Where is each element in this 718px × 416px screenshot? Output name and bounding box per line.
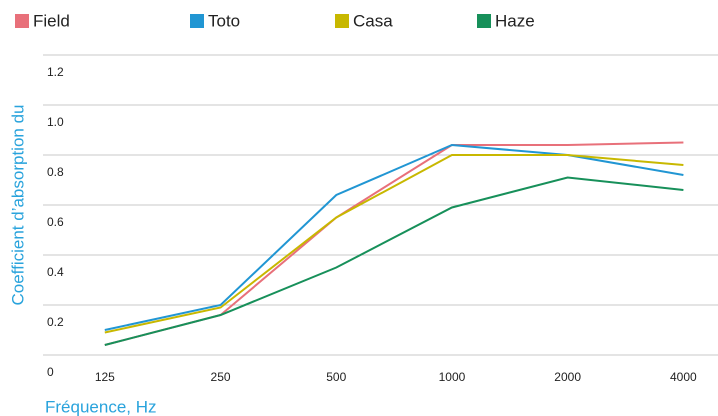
x-tick-label: 125: [95, 370, 115, 384]
x-tick-label: 2000: [554, 370, 581, 384]
x-tick-label: 1000: [439, 370, 466, 384]
y-tick-label: 0.8: [47, 165, 64, 179]
legend-label: Haze: [495, 11, 535, 30]
series-line: [104, 154, 684, 334]
legend-label: Field: [33, 11, 70, 30]
series-line: [104, 143, 684, 331]
series-line: [104, 176, 684, 346]
legend-label: Toto: [208, 11, 240, 30]
y-axis-title: Coefficient d’absorption du: [8, 105, 27, 306]
legend-swatch: [477, 14, 491, 28]
legend-swatch: [335, 14, 349, 28]
y-tick-label: 0.2: [47, 315, 64, 329]
x-axis-title: Fréquence, Hz: [45, 397, 157, 416]
legend-label: Casa: [353, 11, 393, 30]
x-tick-label: 250: [211, 370, 231, 384]
x-tick-label: 500: [326, 370, 346, 384]
y-tick-label: 1.2: [47, 65, 64, 79]
legend-swatch: [15, 14, 29, 28]
y-tick-label: 0.6: [47, 215, 64, 229]
y-tick-label: 0: [47, 365, 54, 379]
y-tick-label: 0.4: [47, 265, 64, 279]
legend-swatch: [190, 14, 204, 28]
x-tick-label: 4000: [670, 370, 697, 384]
y-tick-label: 1.0: [47, 115, 64, 129]
